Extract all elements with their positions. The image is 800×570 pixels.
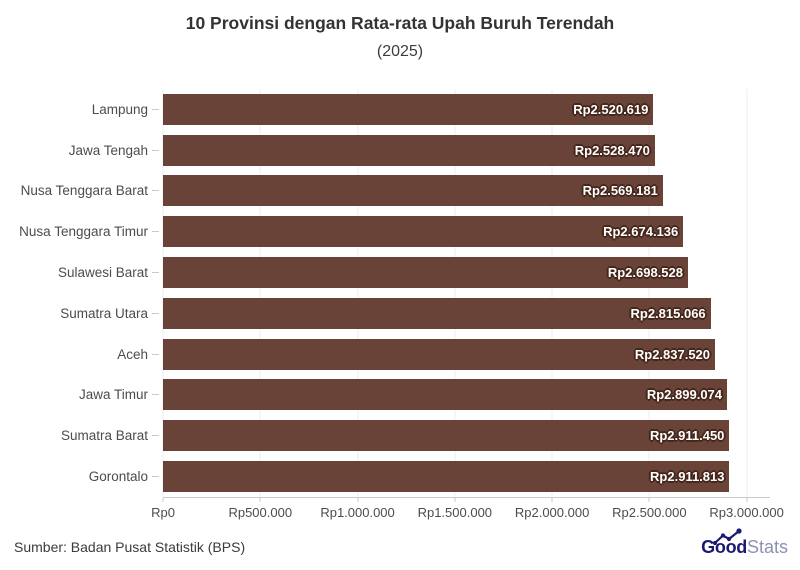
y-tick-mark bbox=[152, 435, 159, 437]
category-label: Sulawesi Barat bbox=[57, 265, 148, 281]
bar-track: Rp2.674.136 bbox=[163, 211, 770, 252]
category-label: Gorontalo bbox=[88, 469, 148, 485]
bar-track: Rp2.837.520 bbox=[163, 334, 770, 375]
category-label: Nusa Tenggara Barat bbox=[20, 183, 148, 199]
x-tick-label: Rp500.000 bbox=[228, 505, 293, 520]
bar-value-label: Rp2.815.066 bbox=[630, 305, 706, 321]
category-label: Lampung bbox=[91, 101, 148, 117]
chart-row: Lampung Rp2.520.619 bbox=[0, 89, 770, 130]
bar: Rp2.911.813 bbox=[163, 461, 730, 493]
x-tick-label: Rp1.500.000 bbox=[417, 505, 493, 520]
logo-trend-icon bbox=[713, 528, 742, 546]
gridline bbox=[259, 89, 261, 497]
bar-value-label: Rp2.528.470 bbox=[574, 142, 650, 158]
chart-row: Nusa Tenggara Barat Rp2.569.181 bbox=[0, 171, 770, 212]
y-tick-mark bbox=[152, 149, 159, 151]
bar: Rp2.569.181 bbox=[163, 175, 663, 207]
bar: Rp2.528.470 bbox=[163, 134, 655, 166]
bar-track: Rp2.911.450 bbox=[163, 415, 770, 456]
y-tick-mark bbox=[152, 312, 159, 314]
x-tick-mark bbox=[746, 498, 748, 502]
x-tick-mark bbox=[454, 498, 456, 502]
x-tick-mark bbox=[357, 498, 359, 502]
gridline bbox=[357, 89, 359, 497]
gridline bbox=[746, 89, 748, 497]
bar-value-label: Rp2.569.181 bbox=[582, 183, 658, 199]
bar: Rp2.911.450 bbox=[163, 420, 730, 452]
bar-track: Rp2.911.813 bbox=[163, 456, 770, 497]
chart-row: Nusa Tenggara Timur Rp2.674.136 bbox=[0, 211, 770, 252]
bar: Rp2.698.528 bbox=[163, 257, 688, 289]
x-tick-label: Rp2.000.000 bbox=[514, 505, 590, 520]
bar: Rp2.815.066 bbox=[163, 297, 711, 329]
category-label: Jawa Timur bbox=[78, 387, 148, 403]
y-tick-mark bbox=[152, 272, 159, 274]
bar: Rp2.899.074 bbox=[163, 379, 728, 411]
gridline bbox=[551, 89, 553, 497]
bar-value-label: Rp2.520.619 bbox=[573, 101, 649, 117]
x-axis-line bbox=[163, 497, 770, 498]
bars-layer: Lampung Rp2.520.619 Jawa Tengah Rp2.528.470… bbox=[0, 89, 770, 497]
x-tick-mark bbox=[648, 498, 650, 502]
category-label: Jawa Tengah bbox=[68, 142, 148, 158]
x-tick-mark bbox=[259, 498, 261, 502]
bar-track: Rp2.698.528 bbox=[163, 252, 770, 293]
x-tick-label: Rp3.000.000 bbox=[709, 505, 784, 520]
gridline bbox=[648, 89, 650, 497]
y-tick-mark bbox=[152, 231, 159, 233]
bar-track: Rp2.815.066 bbox=[163, 293, 770, 334]
gridline bbox=[162, 89, 164, 497]
bar-value-label: Rp2.911.450 bbox=[649, 428, 725, 444]
bar-value-label: Rp2.837.520 bbox=[634, 346, 711, 362]
category-label: Nusa Tenggara Timur bbox=[19, 224, 148, 240]
y-tick-mark bbox=[152, 353, 159, 355]
category-label: Sumatra Utara bbox=[60, 305, 148, 321]
bar-track: Rp2.520.619 bbox=[163, 89, 770, 130]
chart-row: Gorontalo Rp2.911.813 bbox=[0, 456, 770, 497]
bar: Rp2.520.619 bbox=[163, 93, 654, 125]
chart-subtitle: (2025) bbox=[376, 43, 424, 60]
bar-value-label: Rp2.674.136 bbox=[603, 224, 679, 240]
category-label: Sumatra Barat bbox=[60, 428, 148, 444]
grid-layer bbox=[162, 89, 770, 497]
x-tick-label: Rp1.000.000 bbox=[320, 505, 395, 520]
bar-value-label: Rp2.911.813 bbox=[650, 469, 725, 485]
chart-row: Aceh Rp2.837.520 bbox=[0, 334, 770, 375]
x-axis-ticks: Rp0 Rp500.000 Rp1.000.000 Rp1.500.000 Rp2.00… bbox=[151, 497, 784, 537]
gridline bbox=[454, 89, 456, 497]
logo-text-light: Stats bbox=[746, 537, 788, 557]
x-tick-label: Rp2.500.000 bbox=[612, 505, 687, 520]
chart-row: Sulawesi Barat Rp2.698.528 bbox=[0, 252, 770, 293]
bar-track: Rp2.569.181 bbox=[163, 171, 770, 212]
chart-row: Jawa Timur Rp2.899.074 bbox=[0, 375, 770, 416]
category-label: Aceh bbox=[117, 346, 148, 362]
y-tick-mark bbox=[152, 108, 159, 110]
bar-value-label: Rp2.698.528 bbox=[607, 265, 683, 281]
source-note: Sumber: Badan Pusat Statistik (BPS) bbox=[14, 539, 246, 555]
goodstats-logo: GoodStats bbox=[701, 528, 788, 558]
y-tick-mark bbox=[152, 476, 159, 478]
bar-track: Rp2.528.470 bbox=[163, 130, 770, 171]
chart-title: 10 Provinsi dengan Rata-rata Upah Buruh … bbox=[185, 13, 615, 33]
bar: Rp2.674.136 bbox=[163, 216, 684, 248]
y-tick-mark bbox=[152, 190, 159, 192]
chart-row: Jawa Tengah Rp2.528.470 bbox=[0, 130, 770, 171]
chart-row: Sumatra Barat Rp2.911.450 bbox=[0, 415, 770, 456]
bar-track: Rp2.899.074 bbox=[163, 375, 770, 416]
x-tick-label: Rp0 bbox=[151, 505, 175, 520]
bar-value-label: Rp2.899.074 bbox=[646, 387, 723, 403]
x-tick-mark bbox=[551, 498, 553, 502]
bar: Rp2.837.520 bbox=[163, 338, 716, 370]
y-tick-mark bbox=[152, 394, 159, 396]
x-tick-mark bbox=[162, 498, 164, 502]
chart-row: Sumatra Utara Rp2.815.066 bbox=[0, 293, 770, 334]
logo-text-bold: Good bbox=[701, 537, 747, 557]
